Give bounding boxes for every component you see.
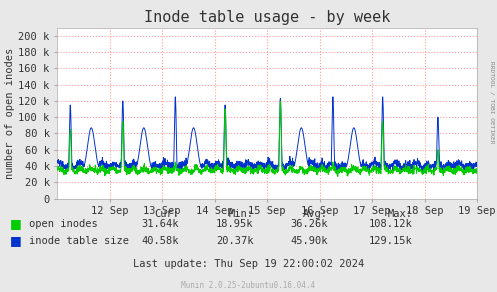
Text: 129.15k: 129.15k [369,236,413,246]
Y-axis label: number of open inodes: number of open inodes [5,48,15,179]
Text: open inodes: open inodes [29,219,97,229]
Text: Last update: Thu Sep 19 22:00:02 2024: Last update: Thu Sep 19 22:00:02 2024 [133,259,364,269]
Text: Avg:: Avg: [303,209,328,219]
Text: RRDTOOL / TOBI OETIKER: RRDTOOL / TOBI OETIKER [490,61,495,143]
Text: 31.64k: 31.64k [142,219,179,229]
Text: ■: ■ [10,218,22,230]
Text: ■: ■ [10,234,22,247]
Text: Munin 2.0.25-2ubuntu0.16.04.4: Munin 2.0.25-2ubuntu0.16.04.4 [181,281,316,290]
Text: Cur:: Cur: [154,209,179,219]
Text: 45.90k: 45.90k [291,236,328,246]
Text: Max:: Max: [388,209,413,219]
Text: 20.37k: 20.37k [216,236,253,246]
Text: 36.26k: 36.26k [291,219,328,229]
Text: 108.12k: 108.12k [369,219,413,229]
Text: 18.95k: 18.95k [216,219,253,229]
Text: Min:: Min: [229,209,253,219]
Text: inode table size: inode table size [29,236,129,246]
Title: Inode table usage - by week: Inode table usage - by week [144,10,390,25]
Text: 40.58k: 40.58k [142,236,179,246]
